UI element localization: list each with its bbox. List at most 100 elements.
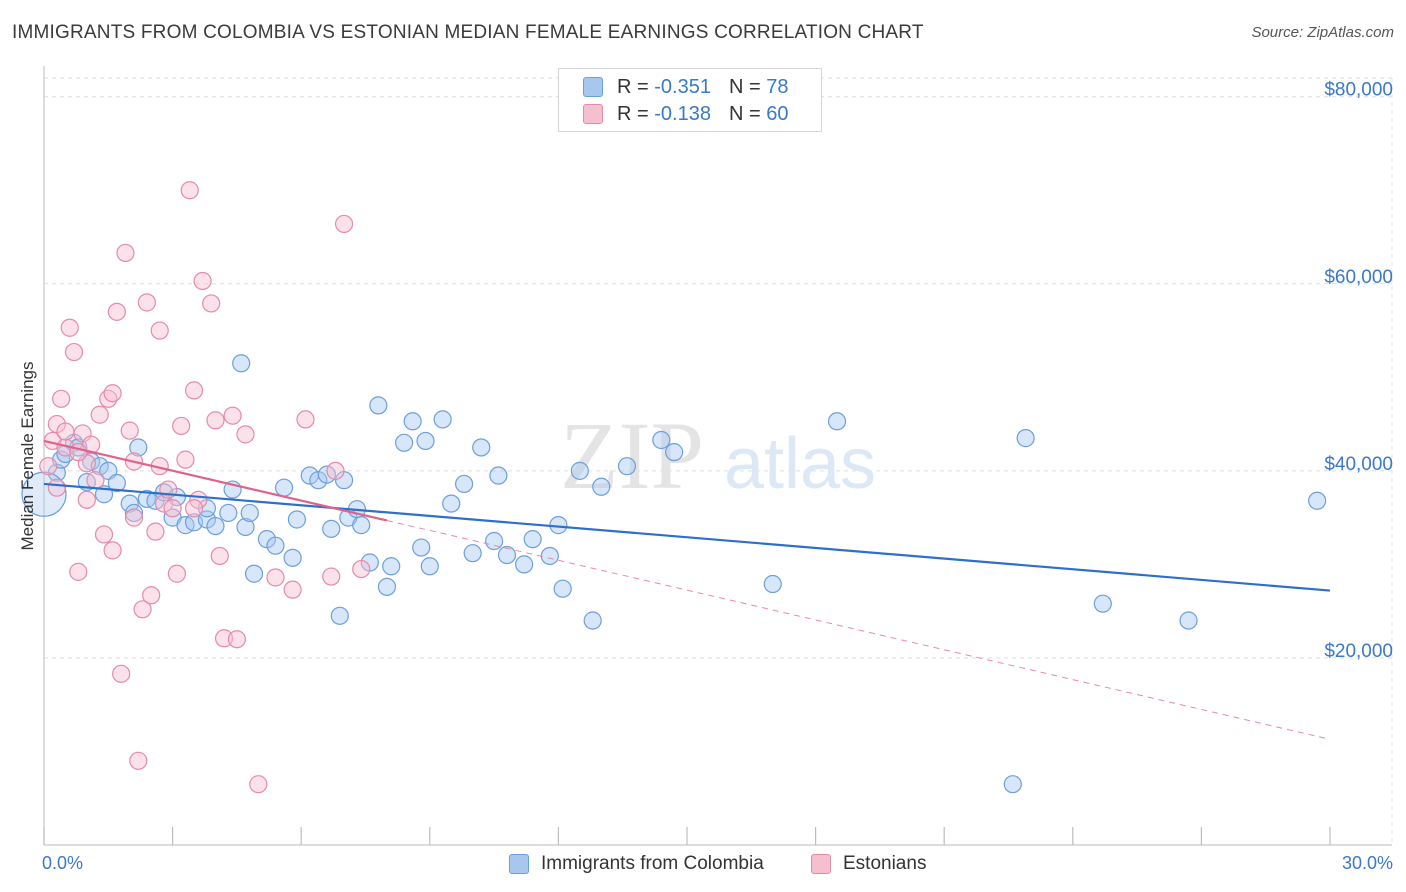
point-colombia: [523, 530, 542, 549]
point-estonians: [352, 559, 371, 579]
point-colombia: [107, 473, 126, 493]
point-colombia: [412, 538, 431, 557]
point-estonians: [210, 546, 229, 566]
legend-box: R = -0.351 N = 78 R = -0.138 N = 60: [558, 68, 822, 132]
y-tick-labels: $20,000 $40,000 $60,000 $80,000: [1324, 80, 1393, 662]
axes: [43, 66, 1392, 846]
point-colombia: [583, 611, 602, 630]
point-estonians: [249, 775, 268, 794]
point-colombia: [433, 410, 452, 429]
point-estonians: [142, 586, 161, 605]
point-colombia: [244, 564, 264, 583]
point-estonians: [64, 342, 84, 362]
point-colombia: [1003, 775, 1022, 794]
point-estonians: [193, 271, 212, 291]
point-estonians: [184, 381, 204, 400]
point-estonians: [322, 567, 341, 586]
point-colombia: [206, 516, 225, 536]
point-colombia: [394, 433, 414, 452]
bottom-legend-colombia: Immigrants from Colombia: [509, 852, 764, 876]
watermark-atlas: atlas: [724, 424, 876, 504]
point-estonians: [202, 294, 221, 313]
point-estonians: [39, 457, 58, 476]
legend-r-estonians: -0.138: [654, 102, 711, 125]
point-estonians: [150, 321, 169, 340]
legend-r-colombia: -0.351: [654, 75, 711, 98]
point-colombia: [1179, 611, 1198, 630]
point-colombia: [352, 516, 371, 535]
legend-n-colombia: 78: [766, 75, 789, 98]
point-estonians: [133, 600, 152, 619]
point-colombia: [442, 494, 461, 513]
legend-row-estonians: R = -0.138 N = 60: [583, 102, 788, 126]
point-estonians: [296, 410, 315, 429]
point-estonians: [129, 751, 148, 770]
point-estonians: [172, 416, 191, 436]
series-estonians-points: [39, 181, 371, 794]
point-estonians: [146, 522, 165, 541]
watermark-zip: ZIP: [560, 402, 704, 509]
point-colombia: [236, 517, 255, 537]
point-estonians: [107, 302, 126, 321]
point-estonians: [180, 181, 199, 200]
point-estonians: [60, 318, 79, 337]
legend-swatch-estonians: [583, 104, 603, 124]
point-estonians: [69, 443, 88, 462]
point-colombia: [266, 536, 285, 555]
point-colombia: [219, 503, 238, 523]
point-colombia: [540, 546, 559, 566]
chart-title: IMMIGRANTS FROM COLOMBIA VS ESTONIAN MED…: [12, 22, 924, 43]
point-estonians: [184, 499, 204, 518]
point-colombia-large: [21, 471, 67, 517]
point-colombia: [553, 579, 572, 598]
point-colombia: [322, 519, 341, 538]
point-estonians: [77, 490, 96, 509]
legend-r-label: R =: [617, 75, 649, 98]
legend-n-label: N =: [728, 75, 761, 98]
legend-n-estonians: 60: [766, 102, 789, 125]
point-estonians: [116, 243, 135, 263]
point-estonians: [163, 499, 182, 518]
point-estonians: [112, 664, 131, 683]
point-estonians: [176, 450, 195, 469]
point-estonians: [103, 541, 122, 560]
point-estonians: [69, 562, 88, 581]
point-estonians: [154, 494, 174, 513]
bottom-legend-label-estonians: Estonians: [843, 853, 927, 874]
point-estonians: [223, 406, 242, 425]
legend-swatch-colombia: [583, 77, 603, 97]
legend-n-label: N =: [728, 102, 761, 125]
point-estonians: [124, 508, 144, 527]
point-colombia: [382, 557, 401, 576]
x-tick-labels: 0.0% 30.0%: [42, 853, 1393, 873]
point-colombia: [763, 574, 782, 594]
point-estonians: [94, 525, 114, 544]
point-colombia: [1016, 429, 1035, 448]
point-colombia: [515, 555, 534, 574]
point-estonians: [167, 564, 186, 583]
point-colombia: [472, 438, 491, 457]
point-colombia: [652, 430, 671, 450]
point-colombia: [330, 606, 349, 625]
point-estonians: [47, 478, 66, 497]
point-estonians: [206, 411, 225, 430]
point-colombia: [274, 478, 294, 497]
point-colombia: [416, 431, 435, 451]
bottom-legend-label-colombia: Immigrants from Colombia: [541, 853, 764, 874]
point-colombia: [454, 474, 474, 494]
point-colombia: [592, 477, 611, 496]
trend-colombia-solid: [43, 482, 1331, 592]
point-colombia: [617, 457, 637, 476]
point-estonians: [334, 214, 354, 234]
point-colombia: [570, 461, 589, 480]
bottom-legend-estonians: Estonians: [811, 852, 926, 876]
point-colombia: [124, 503, 144, 523]
point-colombia: [129, 438, 148, 457]
point-estonians: [120, 421, 139, 440]
point-colombia: [827, 412, 847, 431]
point-colombia: [489, 466, 508, 485]
point-estonians: [227, 630, 246, 649]
y-tick-label: $60,000: [1324, 267, 1393, 288]
y-axis-label: Median Female Earnings: [18, 361, 37, 551]
